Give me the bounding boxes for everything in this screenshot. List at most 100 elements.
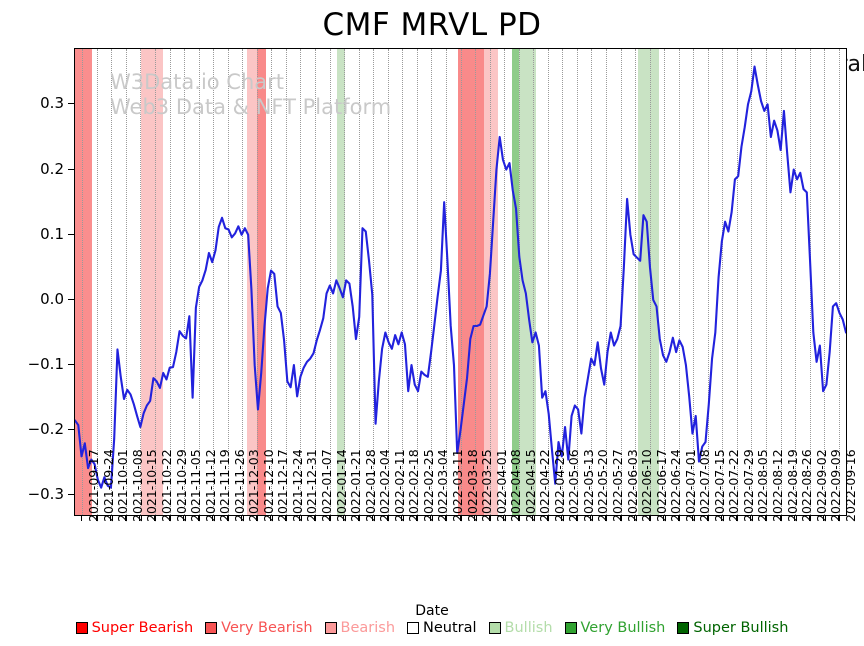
condition-band xyxy=(257,49,266,515)
gridline xyxy=(125,49,127,515)
x-tick-mark xyxy=(779,515,781,521)
x-tick-mark xyxy=(503,515,505,521)
x-tick-label: 2022-05-13 xyxy=(580,449,596,522)
x-tick-mark xyxy=(124,515,126,521)
x-tick-mark xyxy=(95,515,97,521)
x-tick-label: 2022-04-15 xyxy=(522,449,538,522)
x-tick-label: 2022-02-25 xyxy=(420,449,436,522)
x-tick-label: 2021-09-24 xyxy=(100,449,116,522)
x-tick-mark xyxy=(401,515,403,521)
x-tick-label: 2021-12-31 xyxy=(304,449,320,522)
legend: Super Bearish Very Bearish Bearish Neutral B… xyxy=(0,620,864,636)
y-tick-mark xyxy=(68,103,74,105)
legend-item[interactable]: Super Bullish xyxy=(677,620,788,636)
x-tick-label: 2021-11-19 xyxy=(217,449,233,522)
y-tick-label: 0.1 xyxy=(40,224,64,243)
x-tick-label: 2022-02-11 xyxy=(391,449,407,522)
x-tick-label: 2022-09-02 xyxy=(813,449,829,522)
gridline xyxy=(169,49,171,515)
x-tick-label: 2022-06-03 xyxy=(624,449,640,522)
page-title: CMF MRVL PD xyxy=(322,7,542,43)
legend-label: Super Bearish xyxy=(91,620,194,636)
y-tick-mark xyxy=(68,168,74,170)
x-tick-label: 2022-08-12 xyxy=(769,449,785,522)
x-tick-label: 2022-04-29 xyxy=(551,449,567,522)
x-tick-mark xyxy=(692,515,694,521)
legend-label: Very Bullish xyxy=(580,620,666,636)
x-tick-mark xyxy=(619,515,621,521)
x-tick-label: 2022-07-29 xyxy=(740,449,756,522)
gridline xyxy=(111,49,113,515)
gridline xyxy=(256,49,258,515)
legend-item[interactable]: Super Bearish xyxy=(75,620,194,636)
gridline xyxy=(693,49,695,515)
x-tick-label: 2022-07-08 xyxy=(697,449,713,522)
x-tick-mark xyxy=(270,515,272,521)
y-tick-mark xyxy=(68,233,74,235)
x-tick-label: 2021-10-29 xyxy=(173,449,189,522)
x-tick-label: 2021-12-17 xyxy=(275,449,291,522)
legend-swatch xyxy=(407,622,420,634)
legend-swatch xyxy=(75,622,88,634)
legend-label: Bullish xyxy=(504,620,553,636)
legend-swatch xyxy=(324,622,337,634)
gridline xyxy=(285,49,287,515)
x-tick-label: 2022-06-10 xyxy=(639,449,655,522)
x-tick-mark xyxy=(386,515,388,521)
x-tick-mark xyxy=(663,515,665,521)
x-tick-mark xyxy=(314,515,316,521)
x-tick-mark xyxy=(735,515,737,521)
gridline xyxy=(155,49,156,515)
legend-label: Very Bearish xyxy=(221,620,313,636)
x-tick-label: 2021-12-03 xyxy=(246,449,262,522)
gridline xyxy=(824,49,826,515)
x-tick-mark xyxy=(372,515,374,521)
gridline xyxy=(562,49,564,515)
gridline xyxy=(620,49,622,515)
x-tick-mark xyxy=(648,515,650,521)
x-tick-mark xyxy=(546,515,548,521)
x-tick-mark xyxy=(561,515,563,521)
gridline xyxy=(576,49,578,515)
x-tick-mark xyxy=(284,515,286,521)
gridline xyxy=(664,49,666,515)
x-tick-mark xyxy=(299,515,301,521)
x-tick-mark xyxy=(604,515,606,521)
gridline xyxy=(547,49,549,515)
x-axis-title: Date xyxy=(415,603,449,619)
gridline xyxy=(533,49,535,515)
gridline xyxy=(765,49,767,515)
legend-item[interactable]: Very Bullish xyxy=(564,620,666,636)
y-tick-label: 0.0 xyxy=(40,289,64,308)
y-tick-label: −0.2 xyxy=(27,420,64,439)
gridline xyxy=(736,49,738,515)
gridline xyxy=(838,49,840,515)
x-tick-label: 2022-03-04 xyxy=(435,449,451,522)
gridline xyxy=(795,49,797,515)
gridline xyxy=(751,49,753,515)
legend-label: Bearish xyxy=(340,620,396,636)
gridline xyxy=(329,49,331,515)
x-tick-mark xyxy=(488,515,490,521)
legend-item[interactable]: Very Bearish xyxy=(205,620,313,636)
x-tick-label: 2022-04-08 xyxy=(508,449,524,522)
legend-item[interactable]: Bullish xyxy=(488,620,553,636)
x-tick-mark xyxy=(575,515,577,521)
gridline xyxy=(518,49,520,515)
y-tick-label: −0.1 xyxy=(27,355,64,374)
x-tick-label: 2022-02-18 xyxy=(406,449,422,522)
gridline xyxy=(315,49,317,515)
gridline xyxy=(242,49,244,515)
x-tick-label: 2022-06-17 xyxy=(653,449,669,522)
x-tick-label: 2022-05-20 xyxy=(595,449,611,522)
gridline xyxy=(213,49,215,515)
x-tick-mark xyxy=(154,515,155,521)
legend-item[interactable]: Bearish xyxy=(324,620,396,636)
plot-inner xyxy=(75,49,846,515)
x-tick-mark xyxy=(517,515,519,521)
x-tick-mark xyxy=(721,515,723,521)
legend-item[interactable]: Neutral xyxy=(407,620,477,636)
x-tick-mark xyxy=(430,515,432,521)
x-tick-label: 2022-04-22 xyxy=(537,449,553,522)
x-tick-mark xyxy=(415,515,417,521)
